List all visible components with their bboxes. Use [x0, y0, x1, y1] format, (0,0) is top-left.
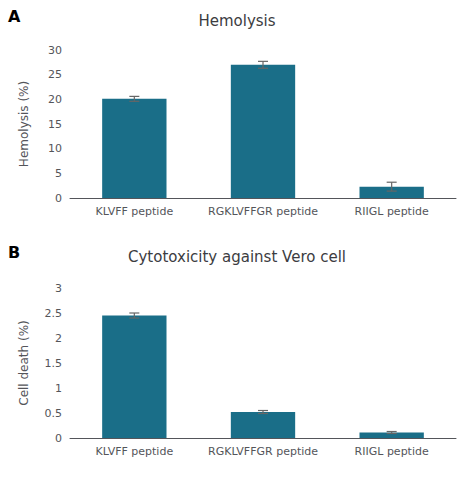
svg-text:RGKLVFFGR peptide: RGKLVFFGR peptide: [208, 445, 318, 458]
svg-text:2: 2: [55, 332, 62, 345]
svg-text:Cytotoxicity against Vero cell: Cytotoxicity against Vero cell: [128, 248, 346, 266]
svg-text:2.5: 2.5: [45, 307, 63, 320]
svg-text:0: 0: [55, 432, 62, 445]
svg-text:1.5: 1.5: [45, 357, 63, 370]
svg-text:3: 3: [55, 282, 62, 295]
svg-text:Hemolysis: Hemolysis: [198, 12, 275, 30]
svg-text:1: 1: [55, 382, 62, 395]
svg-text:20: 20: [48, 93, 62, 106]
svg-text:A: A: [8, 7, 21, 26]
svg-text:Cell death (%): Cell death (%): [17, 320, 31, 406]
svg-text:30: 30: [48, 44, 62, 57]
svg-text:10: 10: [48, 142, 62, 155]
svg-text:KLVFF peptide: KLVFF peptide: [95, 445, 173, 458]
svg-text:B: B: [8, 243, 20, 262]
svg-text:0: 0: [55, 192, 62, 205]
svg-text:15: 15: [48, 118, 62, 131]
svg-text:RIIGL peptide: RIIGL peptide: [355, 445, 429, 458]
svg-text:RIIGL peptide: RIIGL peptide: [355, 205, 429, 218]
svg-text:5: 5: [55, 167, 62, 180]
svg-text:KLVFF peptide: KLVFF peptide: [95, 205, 173, 218]
svg-text:0.5: 0.5: [45, 407, 63, 420]
svg-text:Hemolysis (%): Hemolysis (%): [17, 81, 31, 167]
svg-text:25: 25: [48, 68, 62, 81]
svg-text:RGKLVFFGR peptide: RGKLVFFGR peptide: [208, 205, 318, 218]
